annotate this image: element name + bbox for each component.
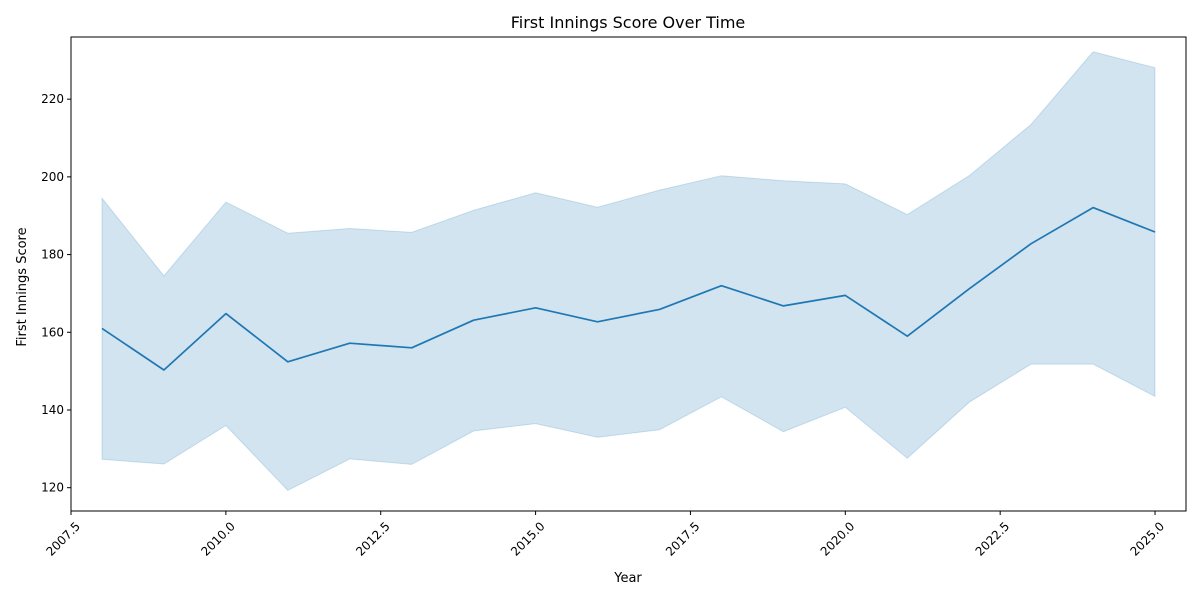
- y-tick-label: 220: [41, 92, 64, 106]
- x-axis: 2007.5 2010.0 2012.5 2015.0 2017.5 2020.0 2022…: [43, 511, 1167, 559]
- x-tick-label: 2020.0: [818, 519, 858, 559]
- y-axis: 120 140 160 180 200 220: [41, 92, 71, 495]
- x-tick-label: 2015.0: [508, 519, 548, 559]
- x-tick-label: 2012.5: [353, 519, 393, 559]
- x-tick-label: 2010.0: [198, 519, 238, 559]
- plot-frame: [70, 36, 1187, 512]
- chart-title: First Innings Score Over Time: [511, 13, 746, 32]
- y-tick-label: 160: [41, 325, 64, 339]
- y-tick-label: 180: [41, 248, 64, 262]
- plot-area: [101, 51, 1156, 492]
- y-tick-label: 120: [41, 481, 64, 495]
- x-tick-label: 2022.5: [973, 519, 1013, 559]
- x-tick-label: 2017.5: [663, 519, 703, 559]
- y-tick-label: 200: [41, 170, 64, 184]
- x-tick-label: 2007.5: [43, 519, 83, 559]
- y-tick-label: 140: [41, 403, 64, 417]
- confidence-band: [101, 51, 1156, 492]
- x-axis-label: Year: [613, 571, 642, 586]
- series-line: [101, 206, 1156, 371]
- x-tick-label: 2025.0: [1127, 519, 1167, 559]
- y-axis-label: First Innings Score: [15, 227, 30, 346]
